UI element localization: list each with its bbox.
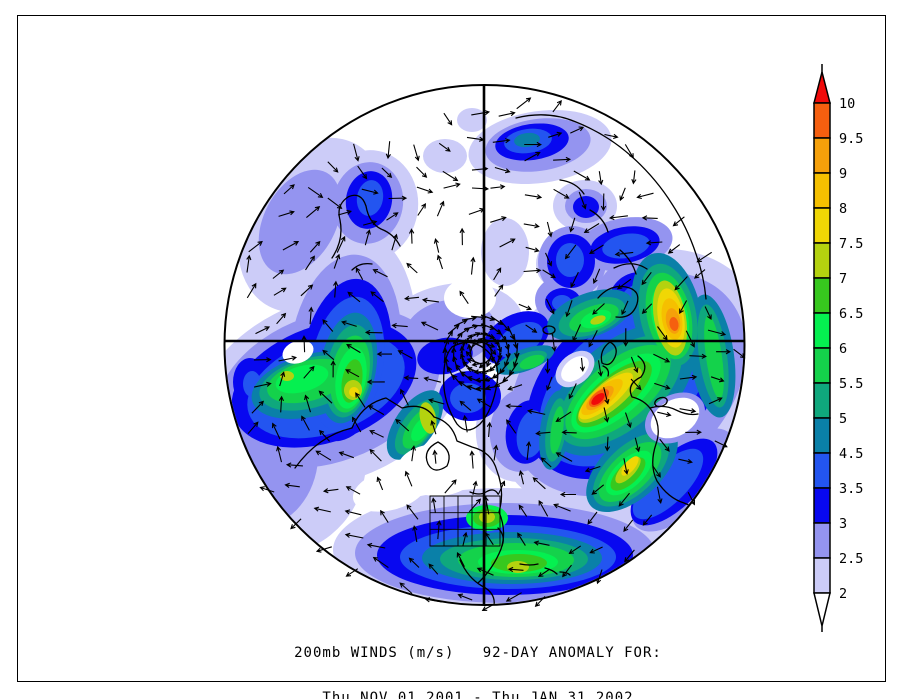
colorbar-tick-label: 2.5 (839, 551, 863, 567)
colorbar-tick-label: 3 (839, 516, 847, 532)
colorbar-tick-label: 6.5 (839, 306, 863, 322)
caption: 200mb WINDS (m/s) 92-DAY ANOMALY FOR: Th… (26, 616, 904, 699)
colorbar-tick-label: 6 (839, 341, 847, 357)
colorbar-tick-label: 9.5 (839, 131, 863, 147)
colorbar-segment (813, 417, 831, 454)
colorbar-tick-label: 8 (839, 201, 847, 217)
caption-line-1: 200mb WINDS (m/s) 92-DAY ANOMALY FOR: (294, 645, 662, 661)
colorbar-segment (813, 312, 831, 349)
colorbar-below-min-arrow (813, 592, 831, 627)
colorbar-tick-label: 5 (839, 411, 847, 427)
colorbar-segment (813, 242, 831, 279)
wind-vectors (246, 97, 746, 611)
map-circle (223, 84, 746, 606)
colorbar-segment (813, 487, 831, 524)
colorbar-tick-label: 7 (839, 271, 847, 287)
colorbar-tick-label: 4.5 (839, 446, 863, 462)
caption-line-2: Thu NOV 01 2001 - Thu JAN 31 2002 (322, 690, 634, 699)
colorbar-tick-label: 3.5 (839, 481, 863, 497)
colorbar-segment (813, 137, 831, 174)
colorbar: 10 9.5 9 8 7.5 7 6.5 6 5.5 5 4.5 3.5 3 2.5 2 (813, 64, 863, 632)
colorbar-tick-label: 5.5 (839, 376, 863, 392)
colorbar-tick-label: 10 (839, 96, 855, 112)
colorbar-segment (813, 277, 831, 314)
colorbar-segment (813, 382, 831, 419)
colorbar-segment (813, 102, 831, 139)
colorbar-segment (813, 172, 831, 209)
colorbar-tick-label: 9 (839, 166, 847, 182)
colorbar-segment (813, 207, 831, 244)
colorbar-segment (813, 557, 831, 594)
colorbar-segment (813, 452, 831, 489)
colorbar-segment (813, 522, 831, 559)
contour-field (225, 86, 744, 604)
plot-frame (17, 15, 886, 682)
colorbar-tick-label: 7.5 (839, 236, 863, 252)
colorbar-segment (813, 347, 831, 384)
colorbar-tick-label: 2 (839, 586, 847, 602)
colorbar-above-max-arrow (813, 71, 831, 104)
